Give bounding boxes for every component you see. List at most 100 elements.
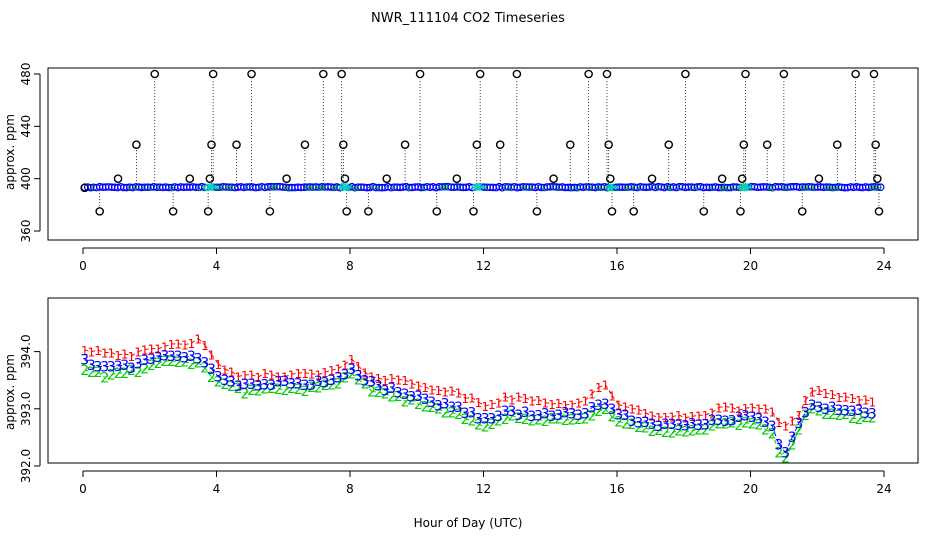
series-2-marker: 2 [614,415,623,431]
outlier-point [432,207,442,216]
series-2-marker: 2 [794,422,803,438]
series-1-segment [778,421,786,427]
series-1-segment [418,385,426,388]
series-1-segment [284,373,292,378]
series-3-marker: 3 [661,417,670,433]
series-1-marker: 1 [435,384,443,398]
top-panel: approx. ppm 0 4 8 12 16 20 24 360 400 440 480 [3,63,919,273]
series-3-marker: 3 [554,408,563,424]
series-3-marker: 3 [761,415,770,431]
series-3-segment [671,423,679,426]
series-2-segment [271,387,279,390]
series-3-marker: 3 [614,407,623,423]
series-2-segment [705,425,713,431]
series-3-marker: 3 [728,413,737,429]
baseline-point [196,185,203,191]
series-1-marker: 1 [642,407,650,421]
series-1-segment [738,407,746,411]
series-3-marker: 3 [534,409,543,425]
series-3-segment [685,423,693,426]
series-1-segment [331,368,339,371]
series-3-marker: 3 [107,360,116,376]
series-2-segment [591,410,599,416]
baseline-point [311,184,317,191]
series-3-segment [698,423,706,426]
series-1-segment [692,414,699,417]
series-3-segment [618,413,626,416]
series-2-marker: 2 [434,402,443,418]
series-2-marker: 2 [154,356,163,372]
series-1-marker: 1 [581,394,589,408]
series-1-marker: 1 [128,350,136,364]
outlier-point [629,207,638,216]
series-3-segment [658,423,666,427]
outlier-point [762,140,772,149]
series-2-marker: 2 [467,414,476,430]
series-1-segment [611,395,620,405]
series-2-marker: 2 [200,360,209,376]
series-2-segment [398,395,406,402]
series-1-segment [785,420,793,427]
series-1-segment [137,349,145,353]
series-2-segment [471,420,479,425]
series-3-segment [224,379,232,383]
series-1-segment [711,406,720,413]
series-3-marker: 3 [387,381,396,397]
series-2-marker: 2 [734,418,743,434]
series-3-marker: 3 [134,356,143,372]
series-2-marker: 2 [207,370,216,386]
series-2-marker: 2 [868,410,877,426]
series-2-segment [618,421,626,424]
series-1-segment [698,414,706,416]
series-2-marker: 2 [260,381,269,397]
series-2-marker: 2 [447,406,456,422]
series-1-group: 1 1 1 1 1 1 1 1 1 1 1 1 1 1 1 1 1 1 111 1 1 1 1 1 1 1 1 1 1 1 1 1 1 1 1 1 1 1… [81,332,876,433]
series-1-marker: 1 [561,399,569,413]
series-1-marker: 1 [748,401,756,415]
series-3-marker: 3 [187,349,196,365]
series-1-segment [791,414,800,421]
series-2-marker: 2 [214,375,223,391]
series-3-segment [151,356,159,360]
series-3-segment [524,411,533,417]
series-2-marker: 2 [834,408,843,424]
series-1-marker: 1 [308,368,316,382]
series-1-marker: 1 [81,344,89,358]
series-3-segment [825,406,833,410]
series-2-segment [812,407,820,411]
series-1-marker: 1 [668,411,676,425]
series-1-marker: 1 [281,371,289,385]
series-3-marker: 3 [327,373,336,389]
outlier-point [604,140,613,149]
series-3-marker: 3 [547,409,556,425]
series-2-segment [191,362,199,365]
x-tick-label: 4 [213,482,221,496]
series-1-marker: 1 [208,348,216,362]
series-3-marker: 3 [114,359,123,375]
series-3-marker: 3 [227,375,236,391]
series-3-marker: 3 [561,405,570,421]
series-1-segment [364,371,372,377]
series-3-marker: 3 [394,386,403,402]
series-2-segment [558,418,566,421]
outlier-point [247,69,256,79]
series-2-marker: 2 [367,384,376,400]
series-1-marker: 1 [808,385,816,399]
outlier-point [664,140,674,149]
series-1-marker: 1 [735,404,743,418]
outlier-point [874,207,884,216]
series-3-marker: 3 [754,412,763,428]
series-2-marker: 2 [588,408,597,424]
series-3-marker: 3 [808,398,817,414]
x-tick-label: 24 [876,482,891,496]
series-3-segment [278,380,285,383]
series-2-segment [665,431,673,433]
series-2-marker: 2 [180,355,189,371]
series-2-segment [685,430,693,433]
series-1-segment [565,403,572,406]
series-3-segment [358,375,366,381]
outlier-point [873,174,882,183]
series-2-segment [805,408,813,416]
series-3-marker: 3 [628,414,637,430]
